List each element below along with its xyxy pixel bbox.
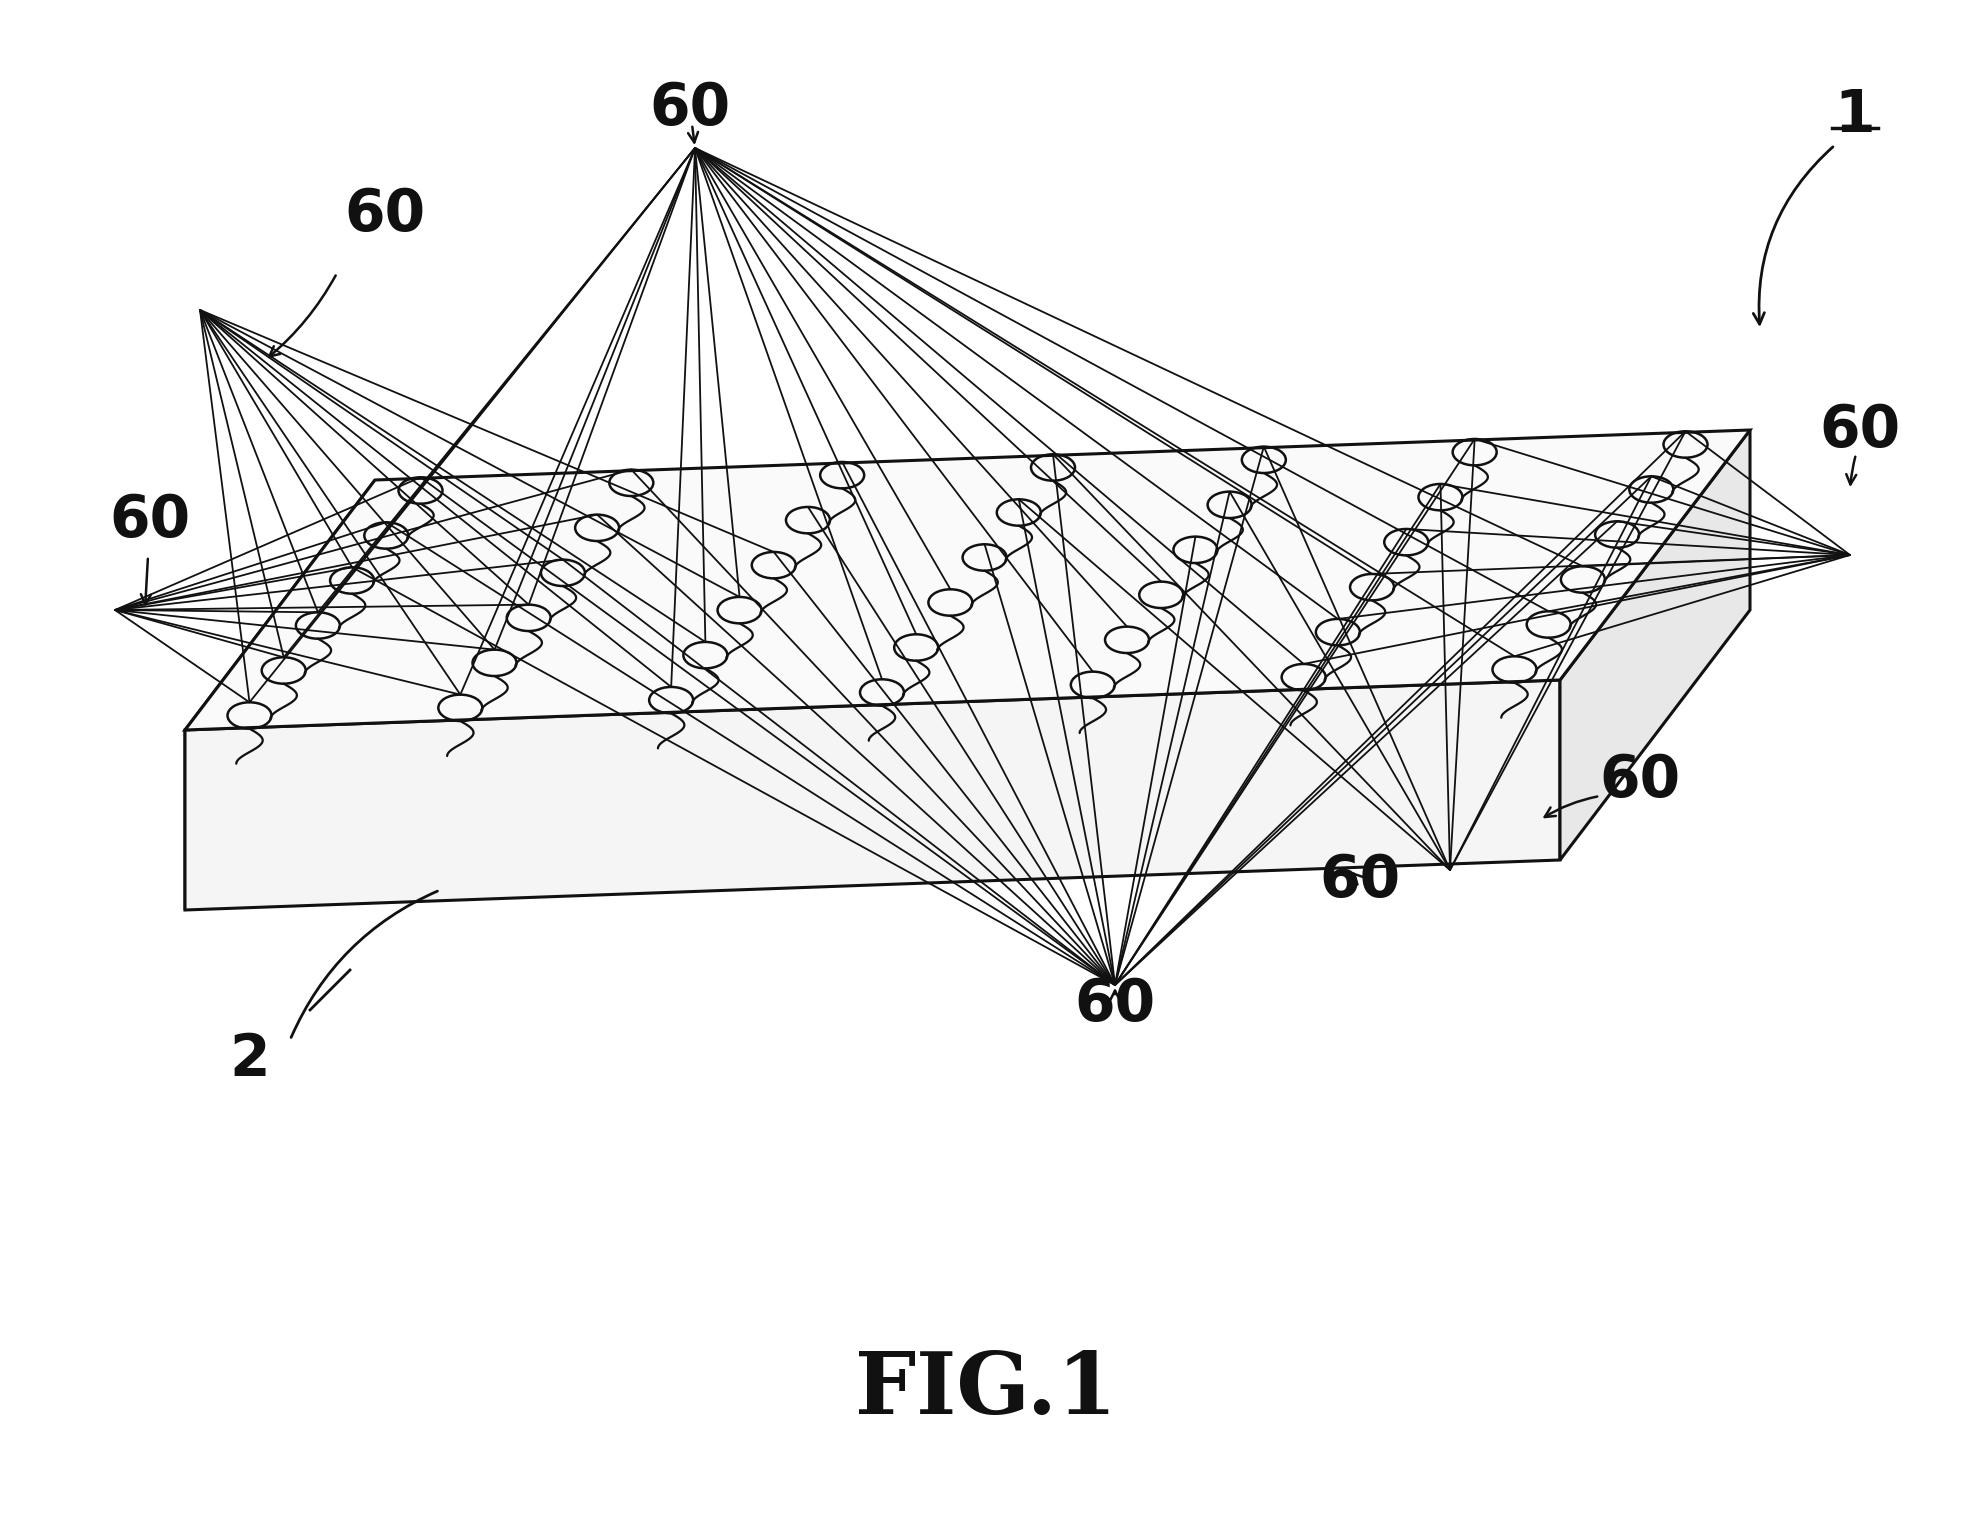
Text: 60: 60 [649, 80, 730, 136]
Text: 60: 60 [108, 492, 191, 548]
Text: 60: 60 [345, 186, 426, 244]
FancyArrowPatch shape [1110, 990, 1120, 1001]
FancyArrowPatch shape [1846, 457, 1856, 484]
FancyArrowPatch shape [1753, 147, 1832, 324]
FancyArrowPatch shape [1353, 874, 1365, 884]
Polygon shape [185, 480, 375, 910]
Text: 1: 1 [1834, 86, 1875, 144]
Text: FIG.1: FIG.1 [856, 1347, 1116, 1432]
Text: 2: 2 [229, 1031, 270, 1089]
FancyArrowPatch shape [292, 892, 438, 1037]
FancyArrowPatch shape [140, 559, 150, 604]
Polygon shape [185, 680, 1560, 910]
FancyArrowPatch shape [1544, 796, 1597, 818]
Text: 60: 60 [1319, 851, 1400, 908]
Polygon shape [185, 430, 1749, 730]
Text: 60: 60 [1075, 977, 1156, 1034]
Polygon shape [1560, 430, 1749, 860]
Text: 60: 60 [1820, 401, 1901, 459]
FancyArrowPatch shape [688, 127, 698, 142]
Text: 60: 60 [1599, 751, 1680, 808]
FancyArrowPatch shape [270, 276, 335, 356]
